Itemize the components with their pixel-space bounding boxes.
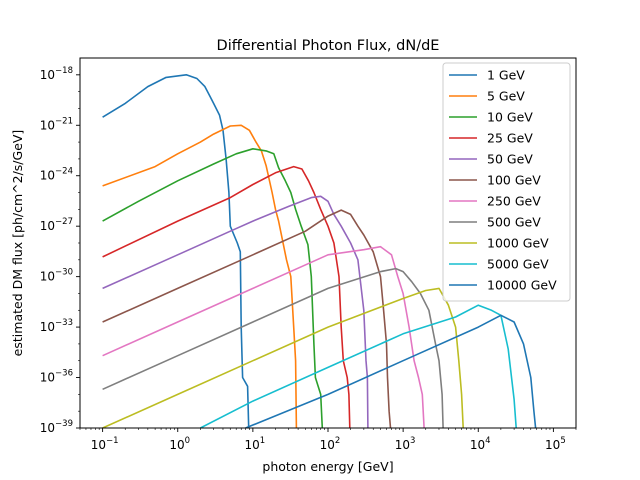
y-tick-label: 10−30	[40, 268, 73, 284]
legend-label: 25 GeV	[487, 131, 533, 146]
y-axis-label: estimated DM flux [ph/cm^2/s/GeV]	[10, 130, 25, 357]
series-line-7	[102, 267, 444, 428]
legend-label: 100 GeV	[487, 173, 541, 188]
series-line-0	[102, 74, 250, 428]
legend-label: 500 GeV	[487, 215, 541, 230]
series-line-6	[102, 245, 425, 428]
x-tick-label: 102	[320, 436, 341, 452]
x-tick-label: 104	[470, 436, 491, 452]
legend-box	[442, 62, 571, 302]
legend: 1 GeV 5 GeV 10 GeV 25 GeV 50 GeV 100 GeV 250 G…	[442, 62, 571, 302]
y-tick-label: 10−18	[40, 66, 73, 82]
x-axis: 10−1 100 101 102 103 104 105	[79, 428, 577, 452]
legend-label: 5000 GeV	[487, 257, 549, 272]
x-tick-label: 103	[395, 436, 416, 452]
legend-label: 10000 GeV	[487, 278, 557, 293]
series-line-2	[102, 148, 324, 428]
series-line-10	[245, 314, 537, 428]
y-tick-label: 10−27	[40, 217, 73, 233]
series-layer	[102, 74, 537, 428]
y-tick-label: 10−36	[40, 369, 73, 385]
legend-label: 1000 GeV	[487, 236, 549, 251]
x-tick-label: 100	[169, 436, 190, 452]
legend-label: 1 GeV	[487, 68, 525, 83]
y-tick-label: 10−21	[40, 116, 73, 132]
x-tick-label: 101	[245, 436, 266, 452]
legend-label: 50 GeV	[487, 152, 533, 167]
legend-label: 250 GeV	[487, 194, 541, 209]
x-tick-label: 10−1	[91, 436, 119, 452]
y-tick-label: 10−24	[40, 167, 73, 183]
series-line-9	[200, 304, 517, 428]
series-line-3	[102, 165, 351, 428]
y-tick-label: 10−33	[40, 318, 73, 334]
x-tick-label: 105	[545, 436, 566, 452]
series-line-5	[102, 209, 392, 428]
series-line-8	[102, 287, 464, 428]
chart-title: Differential Photon Flux, dN/dE	[217, 38, 440, 54]
legend-label: 5 GeV	[487, 89, 525, 104]
y-tick-label: 10−39	[40, 419, 73, 435]
x-axis-label: photon energy [GeV]	[262, 459, 393, 474]
y-axis: 10−39 10−36 10−33 10−30 10−27 10−24 10−21 10−18	[40, 66, 80, 435]
series-line-4	[102, 195, 369, 428]
legend-label: 10 GeV	[487, 110, 533, 125]
